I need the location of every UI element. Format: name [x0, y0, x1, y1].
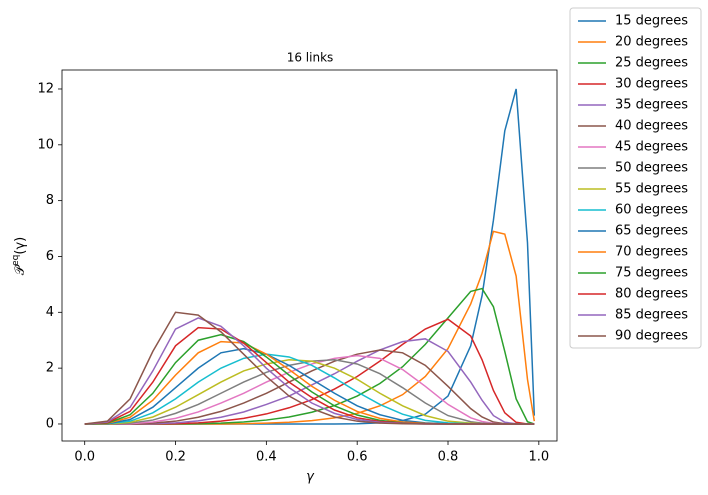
x-tick-label: 0.4	[256, 450, 277, 465]
legend-label: 65 degrees	[615, 224, 688, 239]
x-tick-label: 1.0	[528, 450, 549, 465]
y-tick-label: 12	[37, 81, 54, 96]
series-line	[84, 359, 535, 425]
legend-label: 40 degrees	[615, 119, 688, 134]
y-axis-label: 𝒫eq(γ)	[11, 237, 28, 275]
legend-label: 15 degrees	[615, 14, 688, 29]
legend-label: 60 degrees	[615, 203, 688, 218]
x-tick-label: 0.6	[347, 450, 368, 465]
legend: 15 degrees 20 degrees 25 degrees 30 degrees…	[569, 7, 702, 349]
y-tick-label: 10	[37, 137, 54, 152]
series-line	[84, 359, 535, 425]
series-line	[84, 88, 536, 425]
series-line	[84, 287, 535, 425]
x-tick-label: 0.0	[74, 450, 95, 465]
plot-frame	[61, 69, 558, 442]
series-line	[84, 311, 535, 425]
y-label-base: 𝒫	[13, 264, 28, 275]
legend-label: 25 degrees	[615, 56, 688, 71]
y-tick-label: 6	[46, 249, 54, 264]
legend-label: 75 degrees	[615, 266, 688, 281]
chart-title: 16 links	[287, 51, 334, 65]
series-line	[84, 333, 535, 425]
legend-label: 80 degrees	[615, 287, 688, 302]
legend-label: 35 degrees	[615, 98, 688, 113]
y-tick-label: 0	[46, 416, 54, 431]
y-label-argument: (γ)	[13, 237, 28, 255]
series-line	[84, 353, 535, 425]
legend-label: 70 degrees	[615, 245, 688, 260]
series-line	[84, 338, 535, 425]
y-tick-label: 4	[46, 305, 54, 320]
legend-label: 55 degrees	[615, 182, 688, 197]
x-tick-label: 0.8	[438, 450, 459, 465]
y-tick-label: 8	[46, 193, 54, 208]
legend-label: 90 degrees	[615, 329, 688, 344]
legend-frame	[569, 7, 702, 349]
legend-label: 20 degrees	[615, 35, 688, 50]
y-tick-label: 2	[46, 361, 54, 376]
legend-label: 45 degrees	[615, 140, 688, 155]
y-label-superscript: eq	[11, 255, 21, 266]
legend-label: 50 degrees	[615, 161, 688, 176]
x-axis-label: γ	[306, 470, 315, 485]
legend-label: 85 degrees	[615, 308, 688, 323]
x-tick-label: 0.2	[165, 450, 186, 465]
legend-label: 30 degrees	[615, 77, 688, 92]
